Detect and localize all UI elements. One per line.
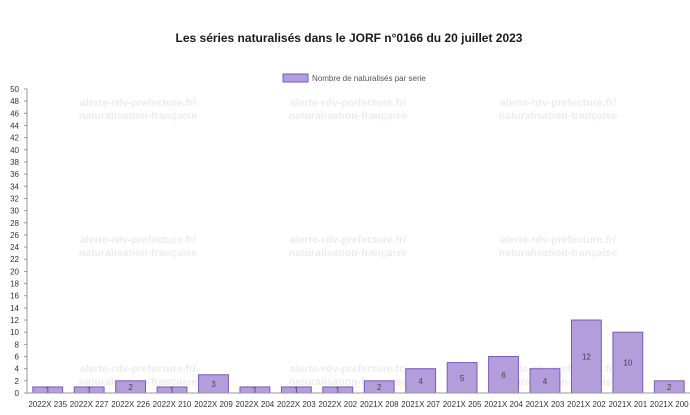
watermark-text: alerte-rdv-prefecture.fr/	[500, 234, 616, 246]
x-tick-label: 2022X 203	[277, 400, 316, 409]
y-tick-label: 8	[15, 340, 20, 349]
bar-value-label: 1	[45, 386, 50, 395]
x-tick-label: 2022X 235	[28, 400, 67, 409]
watermark-text: naturalisation-française	[79, 247, 198, 259]
legend-label: Nombre de naturalisés par serie	[312, 74, 426, 83]
watermark-text: alerte-rdv-prefecture.fr/	[80, 234, 196, 246]
y-tick-label: 30	[10, 207, 19, 216]
x-tick-label: 2021X 200	[650, 400, 689, 409]
y-tick-label: 6	[15, 353, 20, 362]
y-tick-label: 14	[10, 304, 19, 313]
bar-value-label: 2	[377, 383, 382, 392]
x-tick-label: 2022X 204	[236, 400, 275, 409]
watermark-text: alerte-rdv-prefecture.fr/	[80, 97, 196, 109]
y-tick-label: 24	[10, 243, 19, 252]
bar-value-label: 3	[211, 380, 216, 389]
y-tick-label: 0	[15, 389, 20, 398]
watermark-text: naturalisation-française	[499, 110, 618, 122]
watermark-text: naturalisation-française	[289, 110, 408, 122]
y-tick-label: 28	[10, 219, 19, 228]
x-tick-label: 2021X 204	[484, 400, 523, 409]
bar[interactable]	[488, 356, 519, 394]
x-tick-label: 2021X 203	[526, 400, 565, 409]
x-tick-label: 2021X 207	[401, 400, 440, 409]
bar-value-label: 12	[582, 353, 591, 362]
x-tick-label: 2022X 226	[111, 400, 150, 409]
y-tick-label: 20	[10, 267, 19, 276]
bar-value-label: 1	[87, 386, 92, 395]
x-tick-label: 2021X 208	[360, 400, 399, 409]
legend-swatch	[282, 73, 309, 83]
y-axis: 0246810121416182022242628303234363840424…	[10, 85, 28, 398]
bar[interactable]	[529, 368, 561, 394]
bar-value-label: 6	[501, 371, 506, 380]
watermark-text: alerte-rdv-prefecture.fr/	[500, 97, 616, 109]
y-tick-label: 50	[10, 85, 19, 94]
bar-value-label: 4	[418, 377, 423, 386]
y-tick-label: 46	[10, 109, 19, 118]
watermark-text: naturalisation-française	[79, 110, 198, 122]
bar[interactable]	[446, 362, 478, 394]
y-tick-label: 40	[10, 146, 19, 155]
y-tick-label: 4	[15, 365, 20, 374]
y-tick-label: 12	[10, 316, 19, 325]
bar-value-label: 4	[543, 377, 548, 386]
y-tick-label: 32	[10, 194, 19, 203]
y-tick-label: 36	[10, 170, 19, 179]
x-tick-label: 2022X 210	[153, 400, 192, 409]
x-tick-label: 2022X 227	[70, 400, 109, 409]
y-tick-label: 10	[10, 328, 19, 337]
y-tick-label: 44	[10, 121, 19, 130]
x-axis: 2022X 235 2022X 227 2022X 226 2022X 210 2022…	[27, 392, 690, 409]
x-tick-label: 2021X 205	[443, 400, 482, 409]
x-tick-label: 2022X 209	[194, 400, 233, 409]
watermark-text: alerte-rdv-prefecture.fr/	[290, 363, 406, 375]
watermark-text: alerte-rdv-prefecture.fr/	[290, 97, 406, 109]
y-tick-label: 26	[10, 231, 19, 240]
watermark-text: naturalisation-française	[289, 247, 408, 259]
watermark-text: naturalisation-française	[499, 247, 618, 259]
bar-value-label: 2	[667, 383, 672, 392]
y-tick-label: 18	[10, 280, 19, 289]
y-tick-label: 38	[10, 158, 19, 167]
x-tick-label: 2021X 202	[567, 400, 606, 409]
bar-value-label: 1	[253, 386, 258, 395]
y-tick-label: 48	[10, 97, 19, 106]
y-tick-label: 34	[10, 182, 19, 191]
y-tick-label: 42	[10, 134, 19, 143]
x-tick-label: 2022X 202	[318, 400, 357, 409]
watermark-text: alerte-rdv-prefecture.fr/	[80, 363, 196, 375]
y-tick-label: 16	[10, 292, 19, 301]
watermark-text: alerte-rdv-prefecture.fr/	[290, 234, 406, 246]
bar-value-label: 1	[170, 386, 175, 395]
bar-value-label: 10	[623, 359, 632, 368]
x-tick-label: 2021X 201	[608, 400, 647, 409]
chart-title: Les séries naturalisés dans le JORF n°01…	[176, 31, 523, 45]
bar-value-label: 1	[336, 386, 341, 395]
y-tick-label: 2	[15, 377, 20, 386]
bar-value-label: 2	[128, 383, 133, 392]
bar[interactable]	[570, 319, 602, 394]
legend[interactable]: Nombre de naturalisés par serie	[282, 73, 426, 83]
watermark-layer: alerte-rdv-prefecture.fr/naturalisation-…	[79, 97, 618, 388]
bar-value-label: 5	[460, 374, 465, 383]
bar[interactable]	[612, 331, 644, 394]
bar-value-label: 1	[294, 386, 299, 395]
y-tick-label: 22	[10, 255, 19, 264]
